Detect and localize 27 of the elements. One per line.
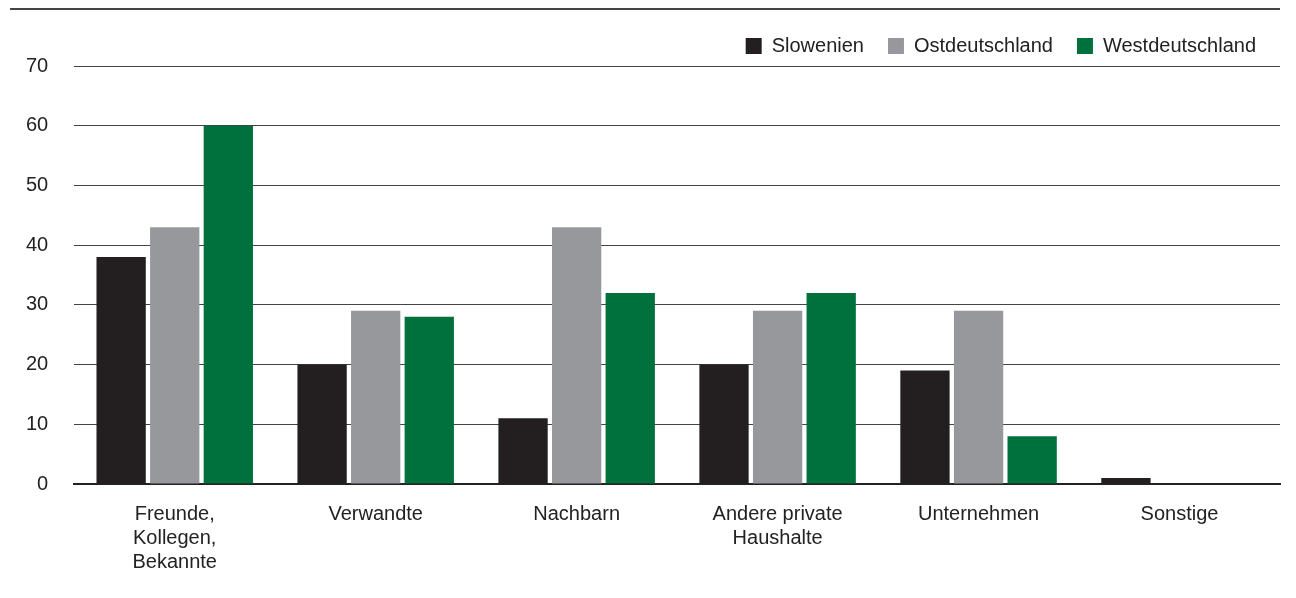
y-tick-label: 10: [26, 411, 49, 434]
x-tick-label: Verwandte: [328, 501, 423, 524]
x-tick-label: Sonstige: [1140, 501, 1219, 524]
y-tick-label: 60: [26, 113, 49, 136]
y-tick-label: 50: [26, 172, 49, 195]
bar: [203, 125, 253, 484]
bar: [351, 310, 401, 484]
y-tick-label: 0: [37, 471, 49, 494]
bar: [953, 310, 1004, 484]
x-tick-label: Freunde, Kollegen, Bekannte: [132, 501, 217, 572]
bar: [404, 316, 454, 484]
y-tick-label: 30: [26, 292, 49, 315]
x-tick-label: Andere private Haushalte: [712, 501, 843, 548]
bar: [1007, 436, 1057, 484]
y-tick-label: 70: [26, 53, 49, 76]
legend-label: Ostdeutschland: [913, 33, 1053, 56]
bar: [752, 310, 803, 484]
y-tick-label: 20: [26, 352, 49, 375]
legend-label: Westdeutschland: [1102, 33, 1257, 56]
x-tick-label: Unternehmen: [917, 501, 1040, 524]
bar: [551, 227, 602, 484]
bar: [605, 292, 655, 484]
bar: [150, 227, 200, 484]
bar: [806, 292, 856, 484]
x-tick-label: Nachbarn: [533, 501, 620, 524]
y-tick-label: 40: [26, 232, 49, 255]
legend-label: Slowenien: [771, 33, 864, 56]
